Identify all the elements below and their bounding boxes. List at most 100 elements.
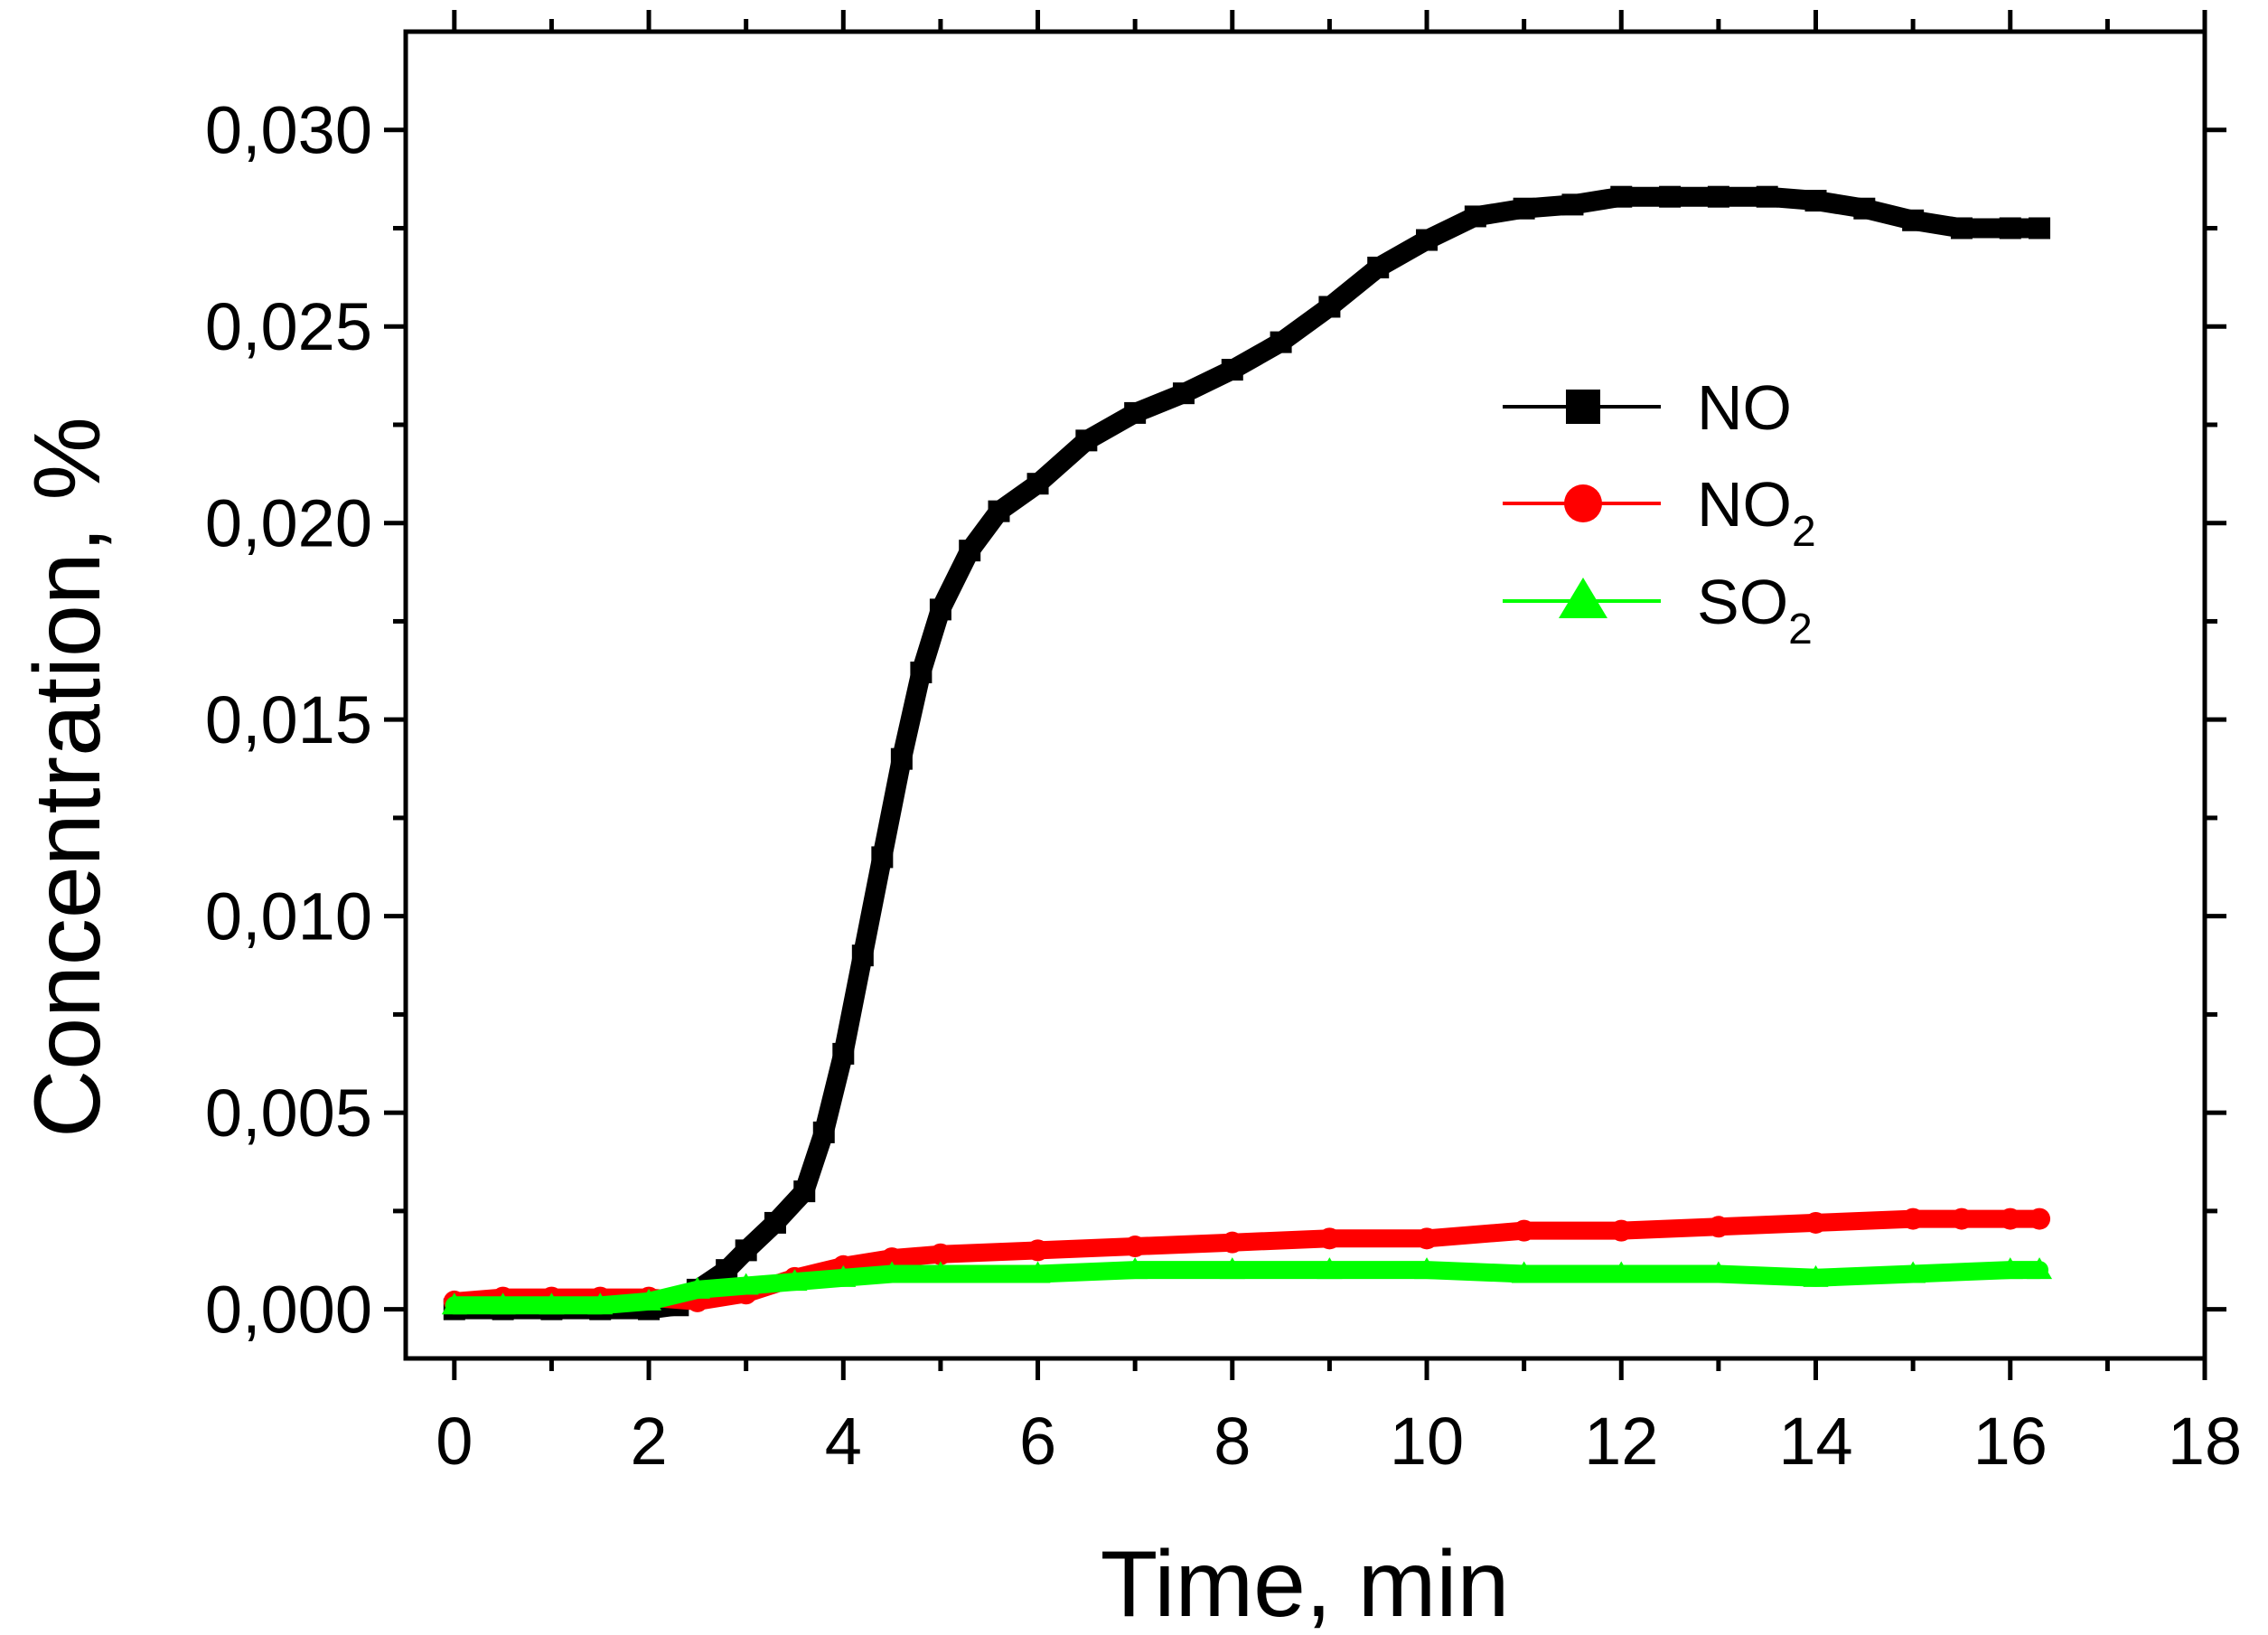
legend-subscript: 2 bbox=[1788, 606, 1813, 653]
data-point bbox=[812, 1121, 835, 1143]
x-axis-title: Time, min bbox=[1101, 1532, 1510, 1635]
x-tick-label: 14 bbox=[1778, 1404, 1852, 1479]
data-point bbox=[793, 1180, 816, 1203]
plot-frame bbox=[403, 29, 2207, 1361]
data-point bbox=[1221, 1231, 1243, 1254]
data-point bbox=[1803, 1264, 1829, 1287]
data-point bbox=[1997, 1257, 2023, 1280]
data-point bbox=[1853, 197, 1876, 220]
data-point bbox=[1707, 1216, 1729, 1238]
x-tick-label: 12 bbox=[1584, 1404, 1658, 1479]
data-point bbox=[539, 1292, 565, 1315]
data-point bbox=[733, 1273, 759, 1295]
data-point bbox=[1804, 190, 1827, 212]
x-tick-label: 0 bbox=[436, 1404, 473, 1479]
data-point bbox=[490, 1292, 516, 1315]
y-tick-label: 0,025 bbox=[205, 289, 372, 364]
data-point bbox=[927, 1261, 953, 1283]
x-tick-label: 10 bbox=[1390, 1404, 1464, 1479]
data-point bbox=[830, 1264, 857, 1287]
legend-label: NO bbox=[1697, 372, 1792, 443]
data-point bbox=[1561, 193, 1584, 216]
data-point bbox=[1416, 1227, 1439, 1250]
data-point bbox=[1026, 473, 1049, 495]
legend-circle-icon bbox=[1564, 484, 1602, 522]
data-point bbox=[735, 1239, 757, 1262]
data-point bbox=[684, 1276, 710, 1299]
data-point bbox=[1172, 382, 1195, 405]
data-point bbox=[1900, 1261, 1926, 1283]
data-point bbox=[1999, 217, 2021, 240]
data-point bbox=[1513, 197, 1535, 220]
data-point bbox=[1756, 185, 1778, 208]
data-point bbox=[851, 944, 874, 967]
data-point bbox=[1511, 1261, 1537, 1283]
data-point bbox=[2029, 217, 2051, 240]
x-tick-label: 8 bbox=[1214, 1404, 1251, 1479]
y-tick-label: 0,020 bbox=[205, 486, 372, 561]
x-tick-label: 6 bbox=[1019, 1404, 1056, 1479]
data-point bbox=[1705, 1261, 1731, 1283]
data-point bbox=[1707, 185, 1729, 208]
data-point bbox=[929, 598, 951, 621]
legend-item-no: NO bbox=[1503, 372, 1792, 443]
data-point bbox=[1317, 1257, 1343, 1280]
x-tick-labels: 0 2 4 6 8 10 12 14 16 18 bbox=[436, 1404, 2242, 1479]
x-tick-label: 4 bbox=[825, 1404, 862, 1479]
series-layer bbox=[441, 185, 2053, 1320]
data-point bbox=[1610, 1219, 1633, 1242]
data-point bbox=[1025, 1261, 1051, 1283]
data-point bbox=[1464, 205, 1486, 228]
data-point bbox=[988, 500, 1010, 522]
data-point bbox=[1026, 1239, 1049, 1262]
data-point bbox=[764, 1211, 786, 1234]
y-tick-label: 0,005 bbox=[205, 1076, 372, 1151]
data-point bbox=[1270, 331, 1292, 353]
data-point bbox=[1804, 1211, 1827, 1234]
data-point bbox=[2027, 1257, 2053, 1280]
x-tick-label: 16 bbox=[1973, 1404, 2048, 1479]
data-point bbox=[1414, 1257, 1440, 1280]
data-point bbox=[1124, 1236, 1147, 1258]
data-point bbox=[881, 1247, 904, 1270]
series-so2 bbox=[441, 1257, 2053, 1315]
data-point bbox=[716, 1259, 738, 1282]
data-point bbox=[832, 1042, 855, 1065]
data-point bbox=[1999, 1207, 2021, 1230]
series-no bbox=[443, 185, 2051, 1320]
y-tick-label: 0,010 bbox=[205, 879, 372, 954]
data-point bbox=[959, 540, 981, 562]
data-point bbox=[929, 1243, 951, 1265]
data-point bbox=[910, 661, 933, 683]
data-point bbox=[1122, 1257, 1148, 1280]
data-point bbox=[1950, 1207, 1973, 1230]
data-point bbox=[890, 747, 913, 770]
data-point bbox=[871, 846, 894, 869]
data-point bbox=[1318, 1227, 1341, 1250]
data-point bbox=[1902, 209, 1925, 231]
data-point bbox=[1659, 185, 1682, 208]
data-point bbox=[1950, 217, 1973, 240]
data-point bbox=[1610, 185, 1633, 208]
data-point bbox=[1318, 296, 1341, 318]
data-point bbox=[1367, 256, 1390, 278]
data-point bbox=[441, 1292, 467, 1315]
data-point bbox=[879, 1261, 905, 1283]
data-point bbox=[782, 1269, 808, 1292]
y-tick-label: 0,030 bbox=[205, 93, 372, 168]
data-point bbox=[587, 1292, 614, 1315]
y-tick-label: 0,000 bbox=[205, 1273, 372, 1348]
data-point bbox=[1075, 429, 1098, 452]
x-tick-label: 2 bbox=[630, 1404, 667, 1479]
data-point bbox=[1513, 1219, 1535, 1242]
data-point bbox=[1608, 1261, 1635, 1283]
y-axis-title: Concentration, % bbox=[15, 417, 120, 1138]
y-tick-labels: 0,000 0,005 0,010 0,015 0,020 0,025 0,030 bbox=[205, 93, 372, 1348]
data-point bbox=[2029, 1207, 2051, 1230]
legend-triangle-icon bbox=[1559, 578, 1607, 618]
data-point bbox=[1221, 359, 1243, 381]
legend-square-icon bbox=[1566, 390, 1600, 424]
data-point bbox=[1124, 401, 1147, 424]
